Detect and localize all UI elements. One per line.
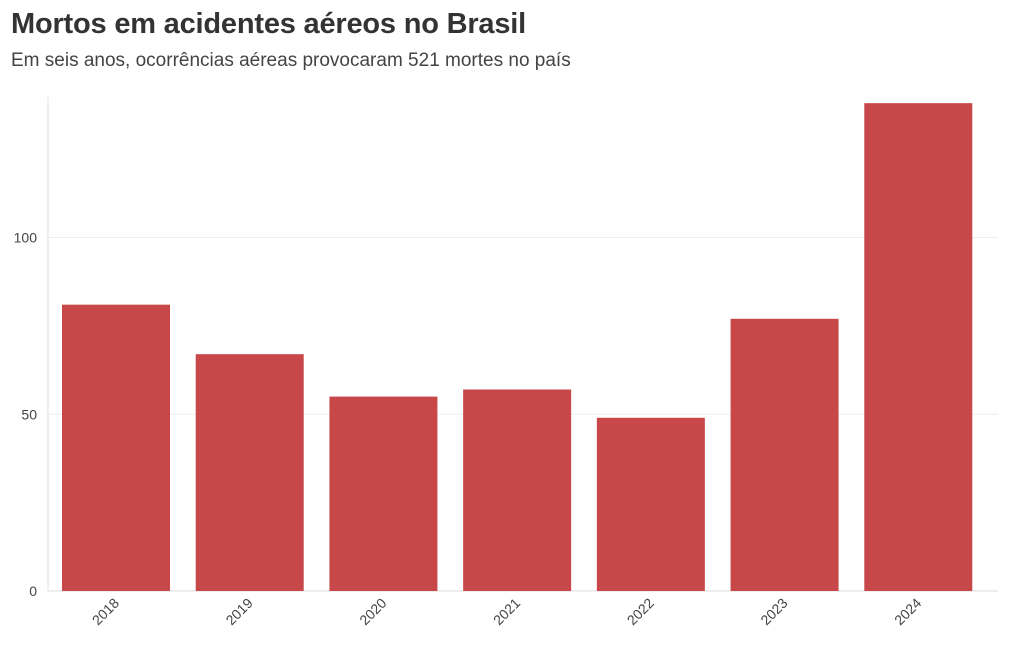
y-tick-label: 0 <box>29 583 37 599</box>
y-tick-label: 50 <box>21 406 37 422</box>
bar-2024 <box>864 103 973 592</box>
bar-2019 <box>195 354 304 591</box>
x-axis-ticks: 2018 2019 2020 2021 2022 2023 2024 <box>89 595 925 628</box>
x-tick-label: 2024 <box>891 595 924 628</box>
bar-2020 <box>329 396 438 591</box>
bar-2022 <box>596 417 705 591</box>
x-tick-label: 2023 <box>757 595 790 628</box>
x-tick-label: 2021 <box>490 595 523 628</box>
y-axis-ticks: 0 50 100 <box>14 230 38 600</box>
x-tick-label: 2018 <box>89 595 122 628</box>
chart-subtitle: Em seis anos, ocorrências aéreas provoca… <box>11 50 571 71</box>
x-tick-label: 2022 <box>624 595 657 628</box>
bar-2023 <box>730 318 839 591</box>
bar-2021 <box>463 389 572 591</box>
bars <box>62 103 973 592</box>
x-tick-label: 2020 <box>356 595 389 628</box>
bar-2018 <box>62 304 170 591</box>
x-tick-label: 2019 <box>222 595 255 628</box>
chart-title: Mortos em acidentes aéreos no Brasil <box>11 8 526 40</box>
y-tick-label: 100 <box>14 230 38 246</box>
